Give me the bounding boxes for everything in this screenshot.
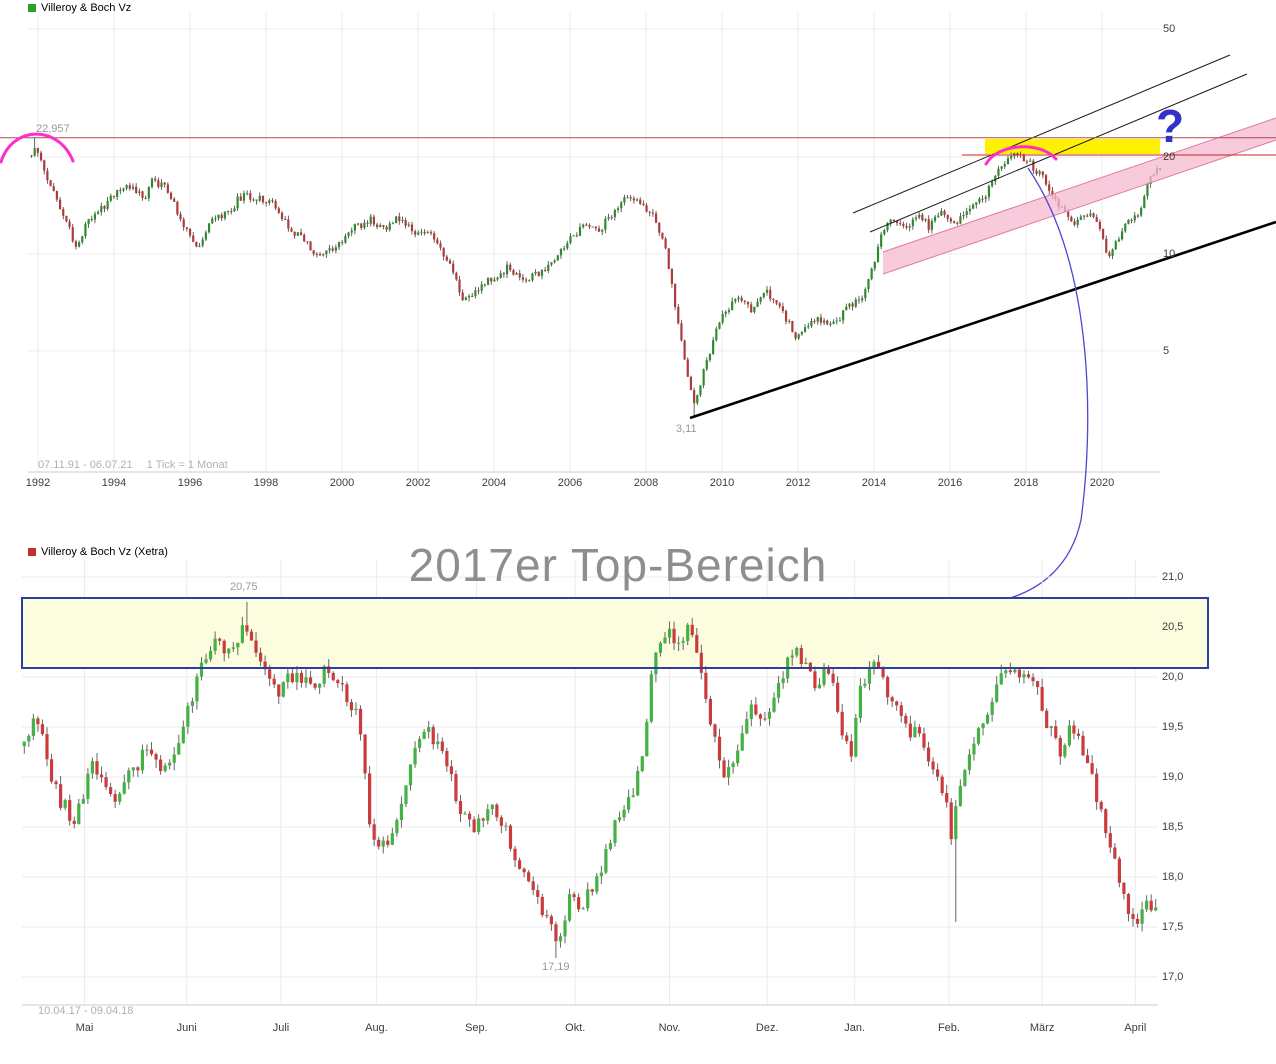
top-bereich-title: 2017er Top-Bereich [408,539,828,591]
bottom-chart-footer: 10.04.17 - 09.04.18 [38,1005,133,1017]
all-time-low-label: 3,11 [676,423,697,435]
top-legend-color-swatch [28,4,36,12]
period-low-label: 17,19 [542,961,570,973]
top-tick-note: 1 Tick = 1 Monat [146,459,228,471]
top-date-range: 07.11.91 - 06.07.21 [38,459,133,471]
bottom-legend-label: Villeroy & Boch Vz (Xetra) [41,546,168,558]
monthly-annotations [0,54,1276,600]
top-chart-legend: Villeroy & Boch Vz [28,2,131,14]
all-time-high-label: 22,957 [36,123,70,135]
bottom-chart-legend: Villeroy & Boch Vz (Xetra) [28,546,168,558]
daily-top-zone-fill [22,598,1208,668]
top-legend-label: Villeroy & Boch Vz [41,2,132,14]
monthly-grid [28,12,1160,473]
daily-candles [22,602,1158,958]
monthly-zones [985,139,1160,154]
question-mark-annotation: ? [1156,100,1185,152]
top-chart-footer: 07.11.91 - 06.07.21 1 Tick = 1 Monat [38,459,228,471]
monthly-candles [30,137,1162,418]
period-high-label: 20,75 [230,581,258,593]
daily-top-zone-border [21,597,1209,669]
bottom-date-range: 10.04.17 - 09.04.18 [38,1005,134,1017]
bottom-legend-color-swatch [28,548,36,556]
